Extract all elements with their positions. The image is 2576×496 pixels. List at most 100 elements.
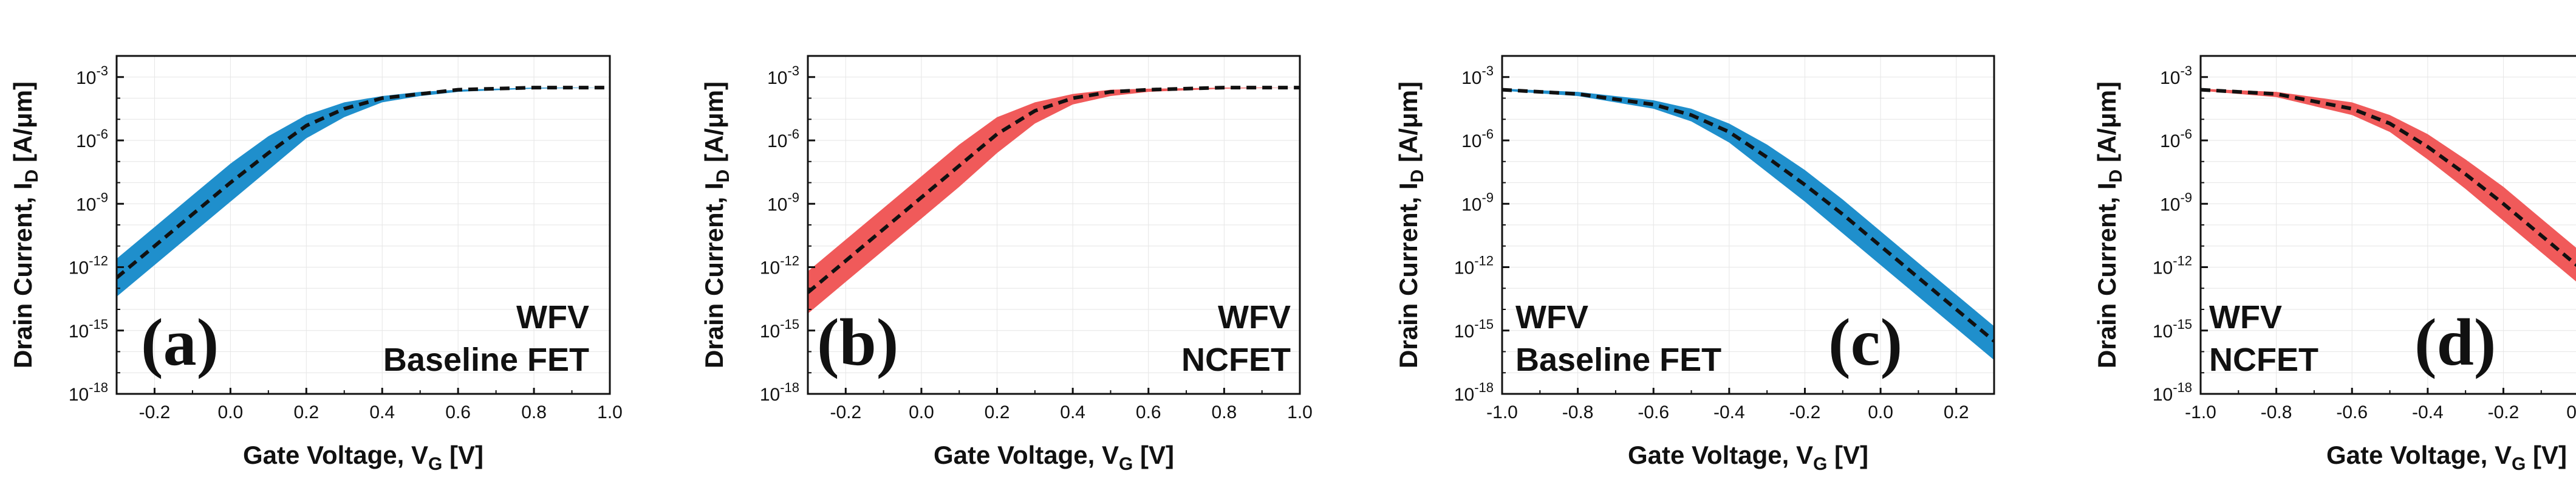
x-tick-label: -0.4 [1713, 402, 1745, 422]
y-tick-base: 10 [2160, 195, 2180, 215]
y-tick-exponent: -9 [787, 190, 799, 205]
y-axis-title: Drain Current, ID [A/μm] [9, 81, 42, 368]
y-tick-base: 10 [767, 195, 787, 215]
y-axis-title-main: Drain Current, I [700, 182, 728, 368]
x-axis-title-main: Gate Voltage, V [243, 441, 428, 469]
y-axis-title-tail: [A/μm] [2093, 81, 2121, 170]
y-tick-exponent: -3 [2180, 63, 2192, 78]
y-axis-title-sub: D [1407, 170, 1427, 183]
y-tick-exponent: -6 [96, 126, 108, 142]
variation-band [808, 88, 1300, 314]
x-axis-title-tail: [V] [1133, 441, 1174, 469]
y-tick-exponent: -3 [787, 63, 799, 78]
y-tick-base: 10 [76, 131, 96, 151]
x-tick-label: -0.8 [1562, 402, 1594, 422]
y-axis-title: Drain Current, ID [A/μm] [2093, 81, 2126, 368]
x-tick-label: 0.4 [1060, 402, 1085, 422]
x-tick-label: 0.8 [1212, 402, 1237, 422]
y-axis-title-tail: [A/μm] [9, 81, 37, 170]
x-tick-label: 0.4 [369, 402, 395, 422]
y-tick-label: 10-9 [2160, 190, 2192, 215]
y-tick-exponent: -6 [1481, 126, 1494, 142]
y-tick-base: 10 [760, 385, 780, 405]
y-axis-title-sub: D [22, 170, 42, 183]
x-tick-label: -0.8 [2261, 402, 2292, 422]
y-tick-base: 10 [1461, 195, 1481, 215]
nominal-dashed-line [1502, 88, 1994, 343]
x-tick-label: 0.2 [1944, 402, 1969, 422]
y-tick-base: 10 [2153, 385, 2173, 405]
y-tick-label: 10-3 [2160, 63, 2192, 88]
variation-band [2201, 88, 2576, 282]
y-tick-base: 10 [760, 258, 780, 278]
x-tick-label: -0.4 [2412, 402, 2444, 422]
nominal-dashed-line [2201, 88, 2576, 267]
y-tick-base: 10 [2153, 258, 2173, 278]
x-axis-title-main: Gate Voltage, V [1628, 441, 1813, 469]
x-tick-label: -1.0 [1486, 402, 1518, 422]
panel-letter: (d) [2414, 305, 2496, 379]
annotation-wfv: WFV [2209, 299, 2282, 336]
annotation-wfv: WFV [1515, 299, 1588, 336]
y-tick-base: 10 [2160, 131, 2180, 151]
grid [1502, 55, 1994, 394]
x-tick-label: 0.0 [909, 402, 934, 422]
y-axis-title: Drain Current, ID [A/μm] [1394, 81, 1427, 368]
annotation-device: Baseline FET [383, 342, 589, 378]
x-tick-label: 0.8 [521, 402, 547, 422]
y-tick-exponent: -18 [780, 380, 799, 395]
y-tick-label: 10-3 [1461, 63, 1494, 88]
x-tick-label: 0.0 [1868, 402, 1893, 422]
y-tick-base: 10 [2160, 68, 2180, 88]
y-tick-label: 10-18 [1454, 380, 1494, 405]
y-tick-base: 10 [767, 131, 787, 151]
y-tick-exponent: -9 [1481, 190, 1494, 205]
y-tick-label: 10-6 [1461, 126, 1494, 151]
grid [117, 55, 610, 394]
panel-c: -1.0 -0.8 -0.6 -0.4 -0.2 0.0 0.210-1810-1510-1… [1394, 55, 1995, 474]
panel-a: -0.2 0.0 0.2 0.4 0.6 0.8 1.010-1810-1510-1210-… [9, 55, 623, 474]
y-tick-label: 10-18 [2153, 380, 2192, 405]
y-tick-label: 10-15 [69, 317, 108, 342]
annotation-device: Baseline FET [1515, 342, 1721, 378]
x-tick-label: 0.2 [985, 402, 1010, 422]
x-tick-label: -0.2 [139, 402, 171, 422]
y-tick-exponent: -9 [2180, 190, 2192, 205]
y-tick-exponent: -9 [96, 190, 108, 205]
annotation-wfv: WFV [1218, 299, 1291, 336]
y-tick-label: 10-9 [767, 190, 799, 215]
annotation-device: NCFET [2209, 342, 2318, 378]
y-tick-exponent: -18 [2173, 380, 2192, 395]
y-tick-base: 10 [69, 385, 89, 405]
y-tick-label: 10-3 [767, 63, 799, 88]
y-tick-exponent: -18 [1474, 380, 1494, 395]
x-axis-title: Gate Voltage, VG [V] [243, 441, 483, 474]
nominal-dashed-line [808, 86, 1300, 294]
y-tick-base: 10 [76, 195, 96, 215]
y-tick-exponent: -3 [1481, 63, 1494, 78]
y-tick-exponent: -6 [787, 126, 799, 142]
y-tick-exponent: -12 [1474, 253, 1494, 269]
y-axis-title-tail: [A/μm] [1394, 81, 1423, 170]
y-tick-base: 10 [1461, 131, 1481, 151]
x-tick-label: 0.2 [293, 402, 319, 422]
y-axis-title-main: Drain Current, I [9, 182, 37, 368]
x-tick-label: 0.0 [218, 402, 244, 422]
y-axis-title-main: Drain Current, I [1394, 182, 1423, 368]
panel-d: -1.0-0.8-0.6-0.4-0.20.00.210-1810-1510-1… [2093, 55, 2576, 474]
y-tick-exponent: -12 [89, 253, 108, 269]
y-tick-label: 10-6 [76, 126, 108, 151]
y-tick-label: 10-18 [69, 380, 108, 405]
x-axis-title-sub: G [1813, 454, 1827, 474]
y-tick-label: 10-12 [69, 253, 108, 278]
y-axis-title: Drain Current, ID [A/μm] [700, 81, 733, 368]
y-tick-label: 10-6 [767, 126, 799, 151]
y-tick-base: 10 [760, 322, 780, 342]
x-tick-label: -1.0 [2185, 402, 2216, 422]
x-tick-label: 0.6 [445, 402, 471, 422]
annotation-device: NCFET [1181, 342, 1291, 378]
y-tick-label: 10-15 [2153, 317, 2192, 342]
y-tick-label: 10-6 [2160, 126, 2192, 151]
y-axis-title-tail: [A/μm] [700, 81, 728, 170]
